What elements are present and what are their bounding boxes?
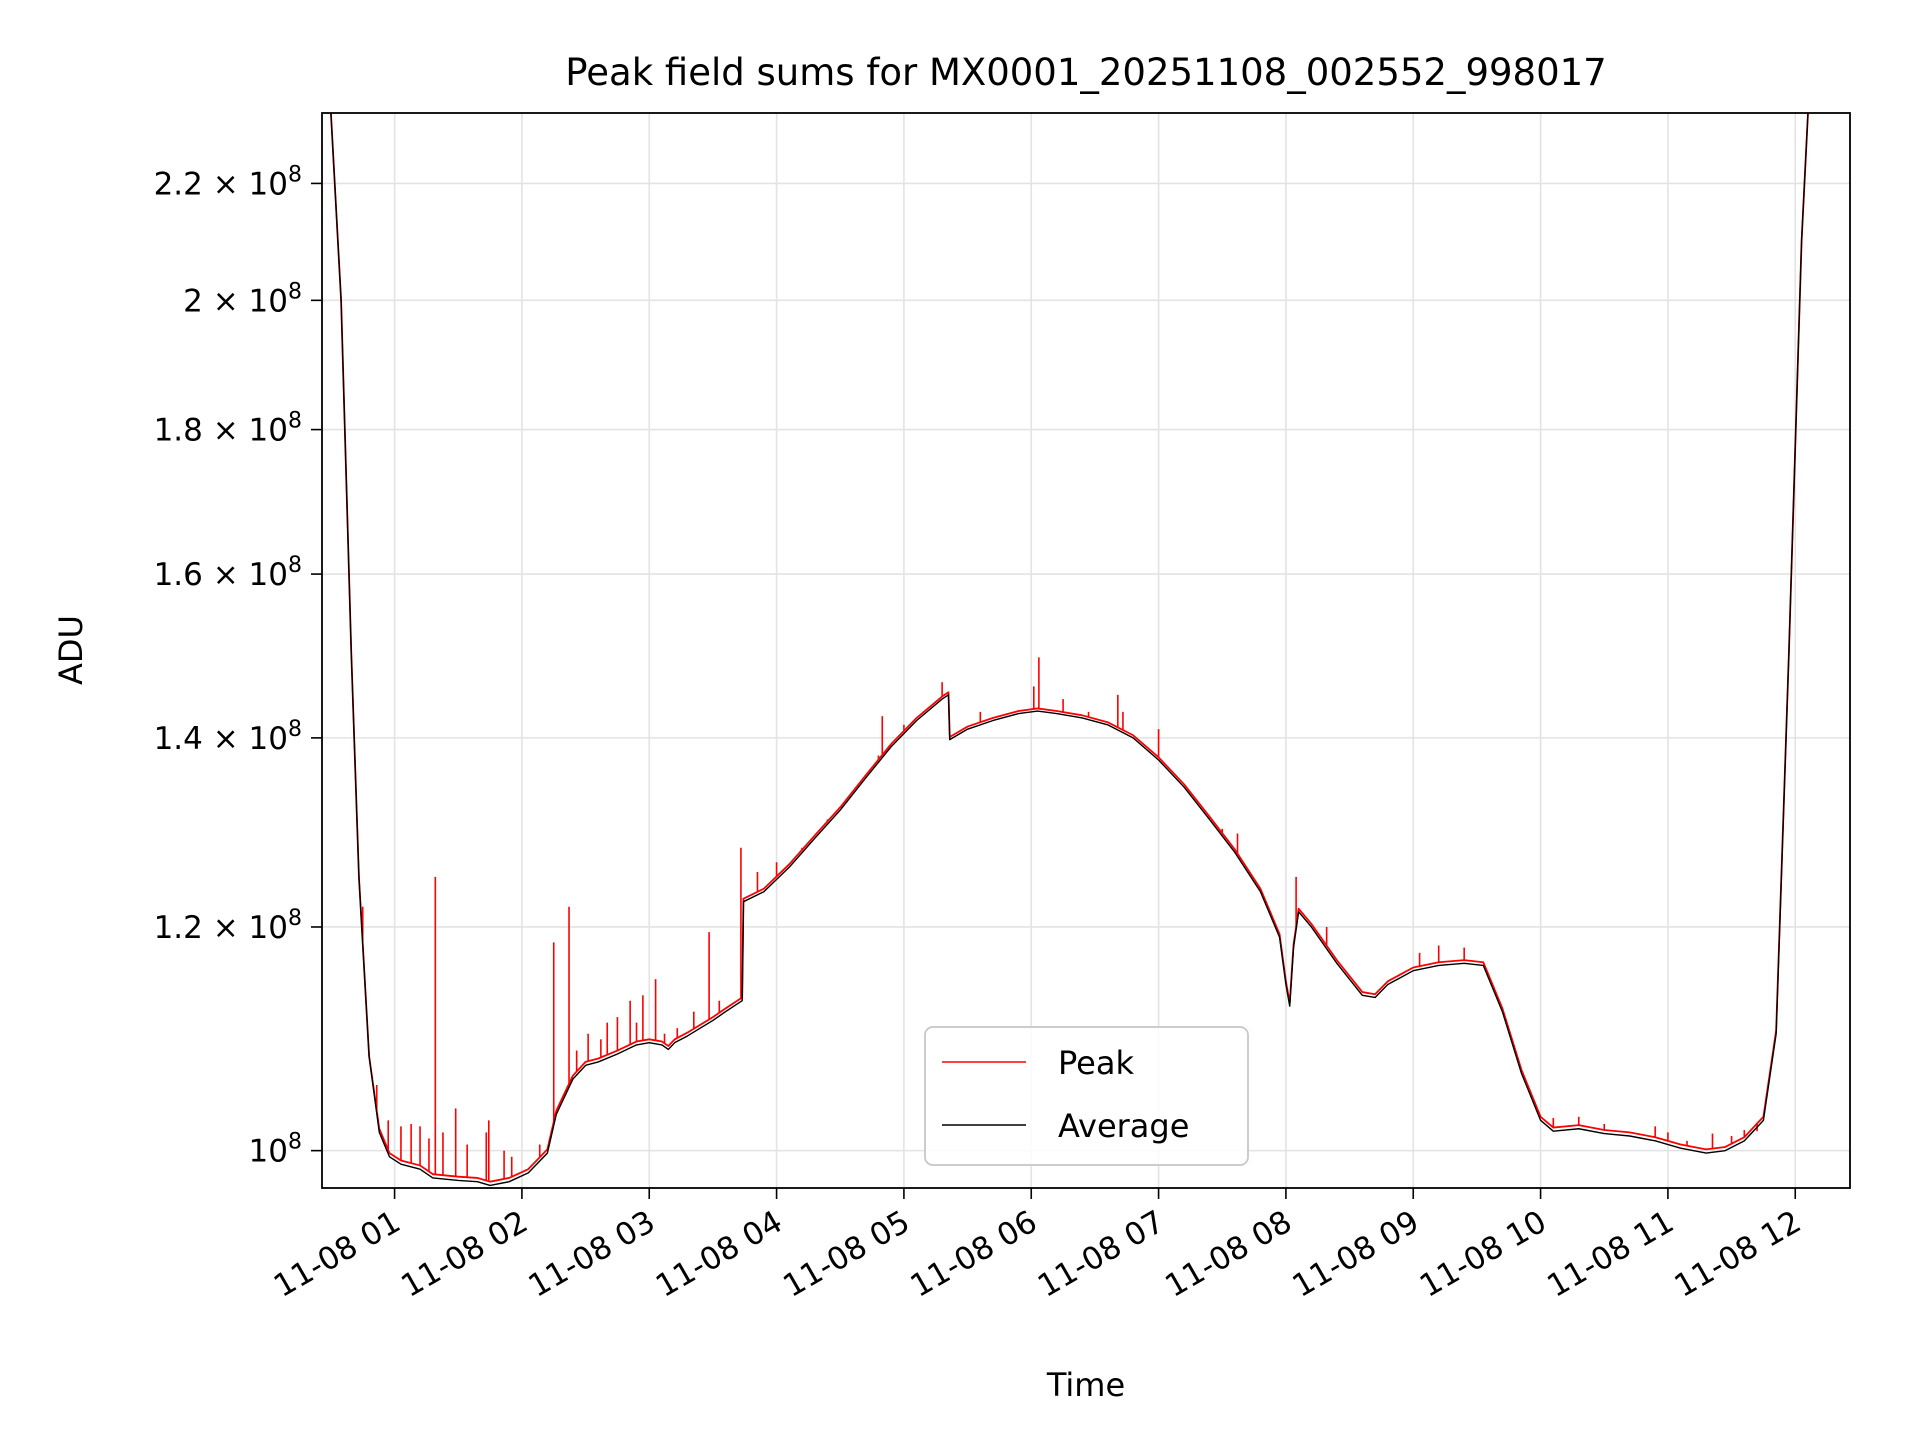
y-tick-label: 1.6 × 108 <box>154 553 302 593</box>
series-line-average <box>330 113 1809 1187</box>
chart-title: Peak field sums for MX0001_20251108_0025… <box>565 51 1606 94</box>
series-layer <box>330 113 1809 1187</box>
y-axis-label: ADU <box>52 615 90 685</box>
y-tick-label: 1.8 × 108 <box>154 409 302 449</box>
plot-frame <box>321 112 1851 1189</box>
legend-peak-label: Peak <box>1058 1044 1134 1082</box>
y-tick-label: 1.2 × 108 <box>154 906 302 946</box>
series-line-peak <box>330 113 1809 1183</box>
y-tick-label: 1.4 × 108 <box>154 717 302 757</box>
grid <box>322 113 1850 1188</box>
y-axis: 108 1.2 × 108 1.4 × 108 1.6 × 108 1.8 × 108 2… <box>154 162 322 1170</box>
x-axis-label: Time <box>1046 1366 1125 1404</box>
y-tick-label: 2.2 × 108 <box>154 162 302 202</box>
legend-average-label: Average <box>1058 1107 1189 1145</box>
y-tick-label: 2 × 108 <box>183 279 302 319</box>
y-tick-label: 108 <box>249 1130 302 1170</box>
legend: Peak Average <box>924 1026 1249 1166</box>
